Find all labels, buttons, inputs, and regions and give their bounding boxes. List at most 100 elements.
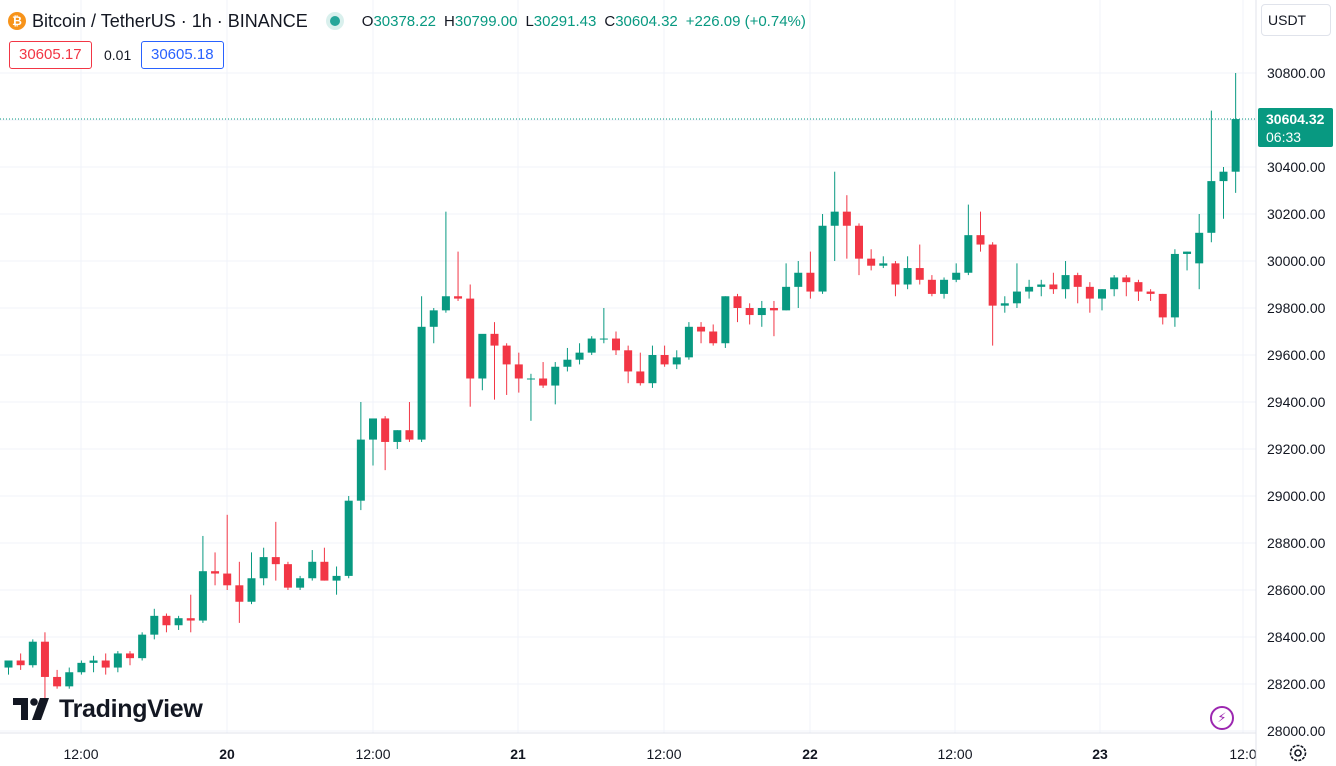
candle-body — [940, 279, 949, 294]
lightning-icon[interactable]: ⚡ — [1210, 706, 1234, 730]
candle-body — [964, 235, 973, 273]
candle-body — [429, 310, 438, 327]
candle-body — [1146, 291, 1155, 294]
candle-body — [709, 331, 718, 344]
y-tick-label: 28400.00 — [1267, 629, 1326, 645]
low-key: L — [525, 12, 534, 30]
candle-body — [1158, 293, 1167, 318]
candle-body — [186, 618, 195, 621]
candle-body — [927, 279, 936, 294]
candle-body — [113, 653, 122, 668]
candle-body — [514, 364, 523, 379]
candle-body — [40, 641, 49, 677]
candle-body — [757, 308, 766, 316]
candle-body — [28, 641, 37, 666]
candle-body — [466, 298, 475, 379]
candle-body — [320, 561, 329, 581]
countdown-label: 06:33 — [1266, 129, 1301, 145]
candle-body — [660, 355, 669, 365]
settings-gear-icon[interactable] — [1288, 743, 1308, 763]
x-tick-label: 12:00 — [937, 746, 972, 762]
candle-body — [587, 338, 596, 353]
candle-body — [1098, 289, 1106, 299]
candle-body — [89, 660, 98, 663]
change-value: +226.09 (+0.74%) — [685, 12, 806, 30]
candle-body — [211, 571, 220, 574]
candle-body — [381, 418, 390, 442]
close-value: 30604.32 — [615, 12, 678, 30]
candle-body — [782, 286, 791, 311]
candle-body — [563, 359, 572, 367]
spread-value: 0.01 — [104, 47, 132, 63]
candle-body — [198, 571, 207, 621]
candle-body — [16, 660, 25, 666]
candle-body — [745, 308, 754, 316]
candle-body — [393, 430, 402, 442]
candle-body — [162, 615, 171, 626]
buy-button[interactable]: 30605.18 — [141, 41, 224, 69]
sell-button[interactable]: 30605.17 — [9, 41, 92, 69]
candle-body — [308, 561, 317, 579]
candle-body — [733, 296, 742, 308]
candle-body — [356, 439, 365, 501]
candle-body — [53, 676, 62, 687]
candle-body — [684, 326, 693, 358]
market-open-icon — [329, 16, 340, 26]
candle-body — [1122, 277, 1131, 283]
ohlc-values: O30378.22 H30799.00 L30291.43 C30604.32 … — [362, 13, 806, 30]
candle-body — [599, 338, 608, 340]
candle-body — [296, 578, 305, 588]
candle-body — [806, 272, 815, 292]
candle-body — [721, 296, 730, 344]
candle-body — [672, 357, 681, 365]
candle-body — [490, 333, 499, 346]
candle-body — [879, 263, 888, 266]
tradingview-logo[interactable]: TradingView — [13, 694, 203, 724]
candle-body — [830, 211, 839, 226]
x-tick-label: 21 — [510, 746, 526, 762]
candle-body — [1231, 119, 1240, 172]
candle-body — [332, 575, 341, 581]
candle-body — [441, 296, 450, 311]
x-tick-label: 22 — [802, 746, 818, 762]
y-tick-label: 28800.00 — [1267, 535, 1326, 551]
candle-body — [915, 268, 924, 280]
candle-body — [77, 662, 86, 673]
candle-body — [575, 352, 584, 360]
y-tick-label: 29200.00 — [1267, 441, 1326, 457]
last-price-badge — [1258, 107, 1333, 147]
candle-body — [551, 366, 560, 386]
candle-body — [1110, 277, 1119, 290]
candle-body — [1170, 253, 1179, 318]
candle-body — [417, 326, 426, 440]
candle-body — [454, 296, 463, 299]
candle-body — [636, 371, 645, 384]
x-tick-label: 12:0 — [1229, 746, 1256, 762]
y-tick-label: 29600.00 — [1267, 347, 1326, 363]
candle-body — [65, 672, 74, 687]
candle-body — [174, 618, 183, 626]
candle-body — [1134, 282, 1143, 292]
currency-selector[interactable]: USDT — [1261, 4, 1331, 36]
candle-body — [976, 235, 985, 245]
candle-body — [1183, 251, 1192, 254]
candle-body — [1085, 286, 1094, 299]
brand-name: TradingView — [59, 694, 203, 723]
candle-body — [1049, 284, 1058, 290]
candle-body — [1012, 291, 1021, 304]
x-tick-label: 23 — [1092, 746, 1108, 762]
candle-body — [502, 345, 511, 365]
open-key: O — [361, 12, 374, 30]
candle-body — [126, 653, 134, 659]
candle-body — [891, 263, 900, 285]
open-value: 30378.22 — [373, 12, 437, 30]
candle-body — [223, 573, 232, 586]
symbol-title[interactable]: Bitcoin / TetherUS · 1h · BINANCE — [32, 10, 308, 31]
candle-body — [1025, 286, 1034, 292]
candle-body — [271, 557, 280, 565]
x-tick-label: 12:00 — [646, 746, 681, 762]
y-tick-label: 28600.00 — [1267, 582, 1326, 598]
candle-body — [794, 272, 803, 287]
y-tick-label: 29800.00 — [1267, 300, 1326, 316]
